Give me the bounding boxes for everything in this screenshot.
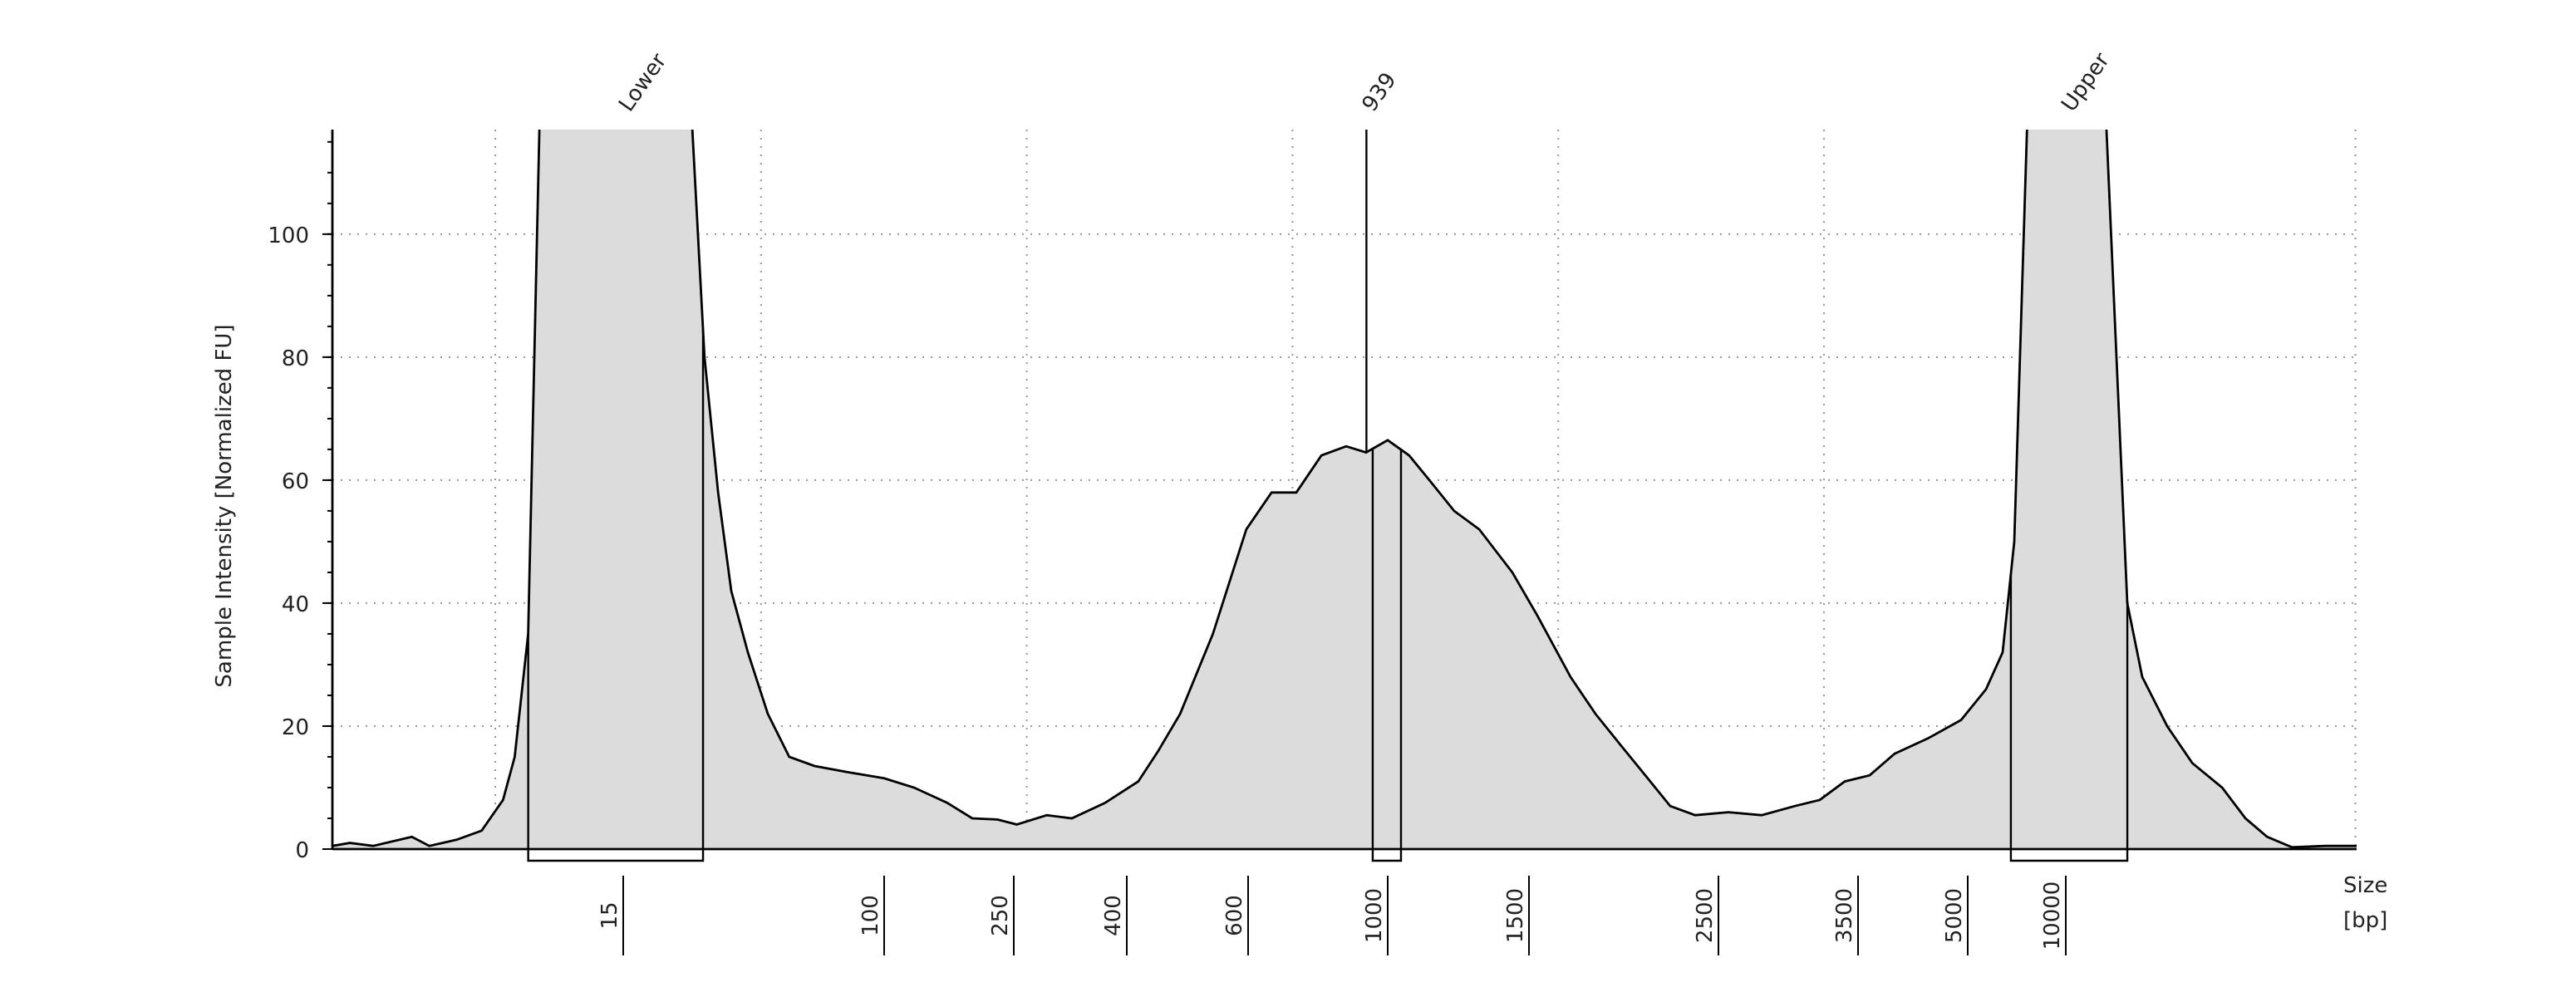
x-tick-label: 10000 xyxy=(2040,881,2065,950)
y-tick-label: 0 xyxy=(295,838,309,863)
area-line xyxy=(332,130,2357,849)
x-axis-label: [bp] xyxy=(2343,908,2387,933)
y-tick-label: 80 xyxy=(282,346,309,371)
x-tick-label: 3500 xyxy=(1832,888,1857,943)
peak-label: 939 xyxy=(1358,68,1402,116)
x-tick-label: 250 xyxy=(988,895,1013,936)
y-axis-label: Sample Intensity [Normalized FU] xyxy=(212,324,237,687)
x-tick-label: 1000 xyxy=(1362,888,1387,943)
peak-label: Upper xyxy=(2057,48,2115,116)
y-tick-label: 100 xyxy=(268,223,309,248)
area-fill xyxy=(332,130,2357,849)
plot-area xyxy=(332,130,2357,849)
peak-window xyxy=(2009,573,2129,862)
x-axis-label: Size xyxy=(2343,873,2387,898)
x-tick-label: 2500 xyxy=(1693,888,1718,943)
x-tick-label: 15 xyxy=(597,901,622,929)
x-tick-label: 100 xyxy=(858,895,883,936)
x-tick-label: 5000 xyxy=(1942,888,1967,943)
y-tick-label: 20 xyxy=(282,715,309,740)
peak-window xyxy=(527,328,705,862)
x-tick-label: 400 xyxy=(1101,895,1126,936)
y-tick-label: 40 xyxy=(282,592,309,617)
peak-window xyxy=(1371,449,1403,862)
peak-label: Lower xyxy=(614,49,671,116)
y-tick-label: 60 xyxy=(282,469,309,494)
x-tick-label: 1500 xyxy=(1503,888,1528,943)
x-tick-label: 600 xyxy=(1222,895,1247,936)
